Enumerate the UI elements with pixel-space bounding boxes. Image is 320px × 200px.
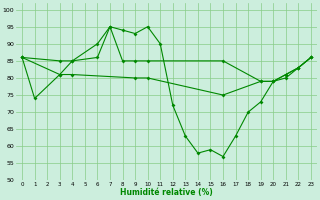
X-axis label: Humidité relative (%): Humidité relative (%) [120, 188, 213, 197]
